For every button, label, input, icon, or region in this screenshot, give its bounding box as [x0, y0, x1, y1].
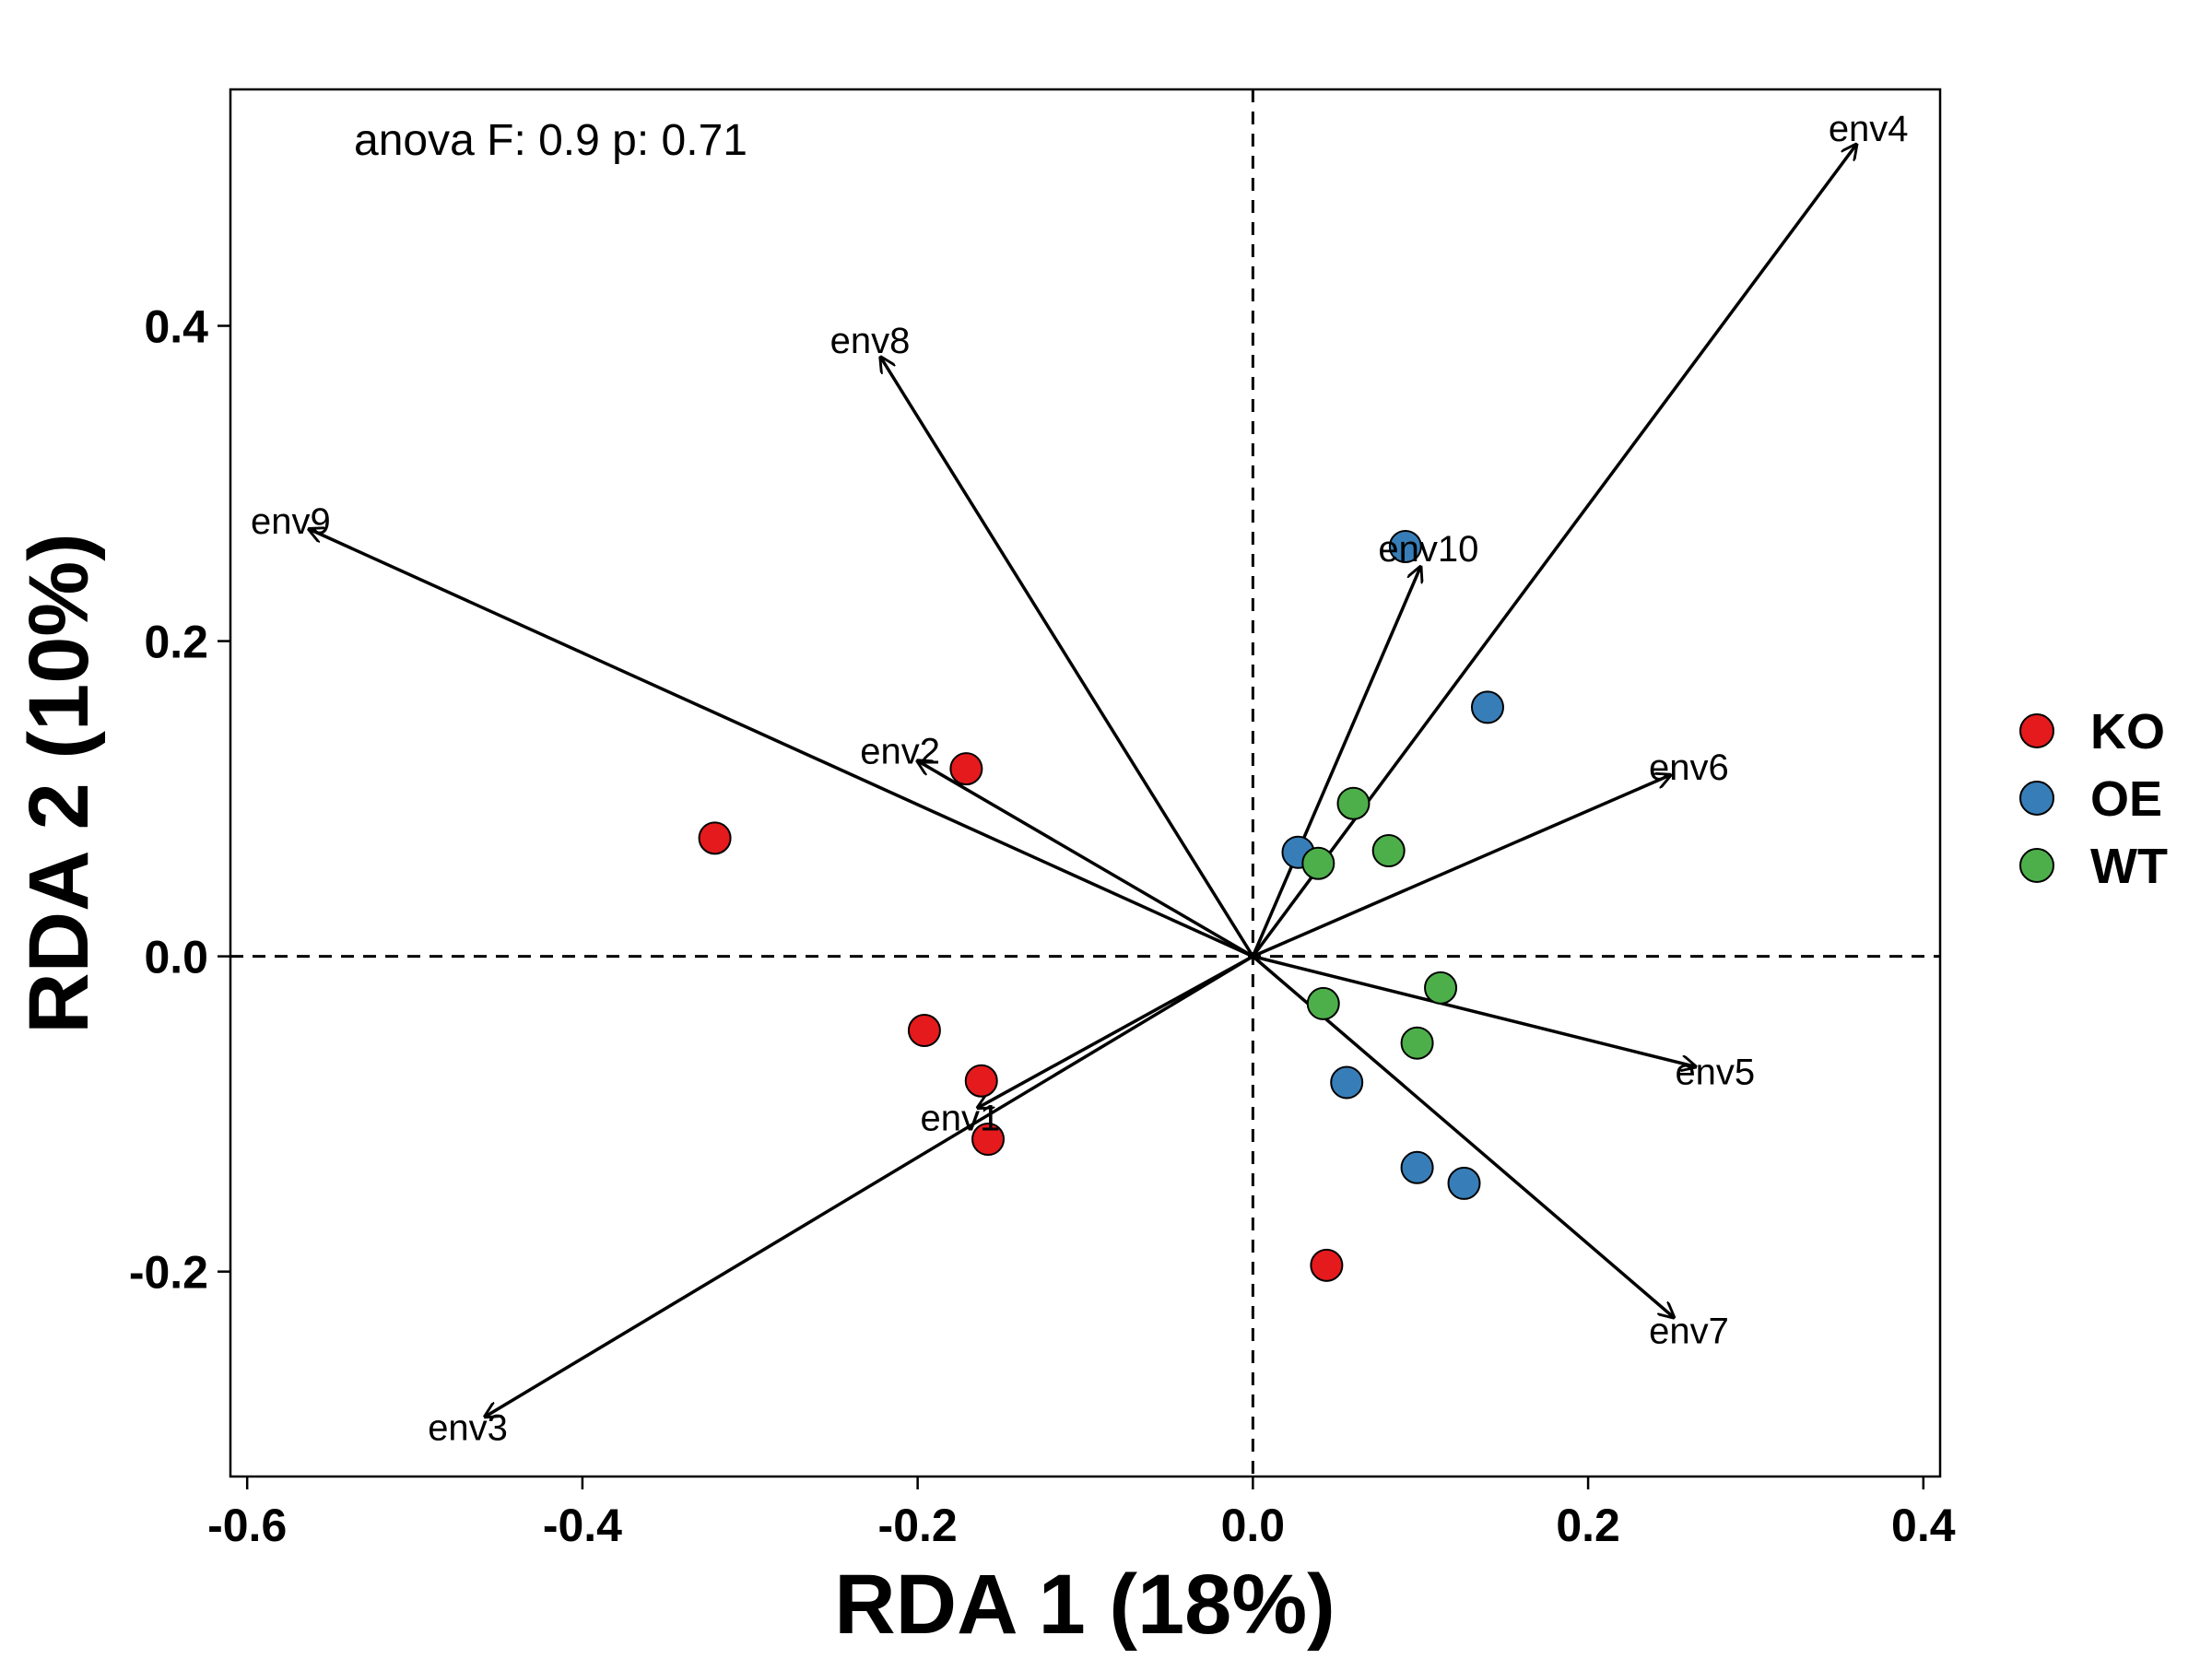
vector-label-env3: env3 — [428, 1407, 508, 1448]
point-ko-4 — [964, 1064, 998, 1098]
reference-lines — [230, 89, 1940, 1477]
point-wt-4 — [1424, 971, 1458, 1005]
y-tick-label: 0.2 — [144, 617, 208, 668]
point-oe-5 — [1400, 1150, 1434, 1184]
y-axis-title: RDA 2 (10%) — [12, 533, 106, 1034]
sample-points — [698, 529, 1504, 1282]
anova-annotation: anova F: 0.9 p: 0.71 — [354, 116, 747, 165]
vector-label-env7: env7 — [1649, 1312, 1729, 1352]
legend-label-oe: OE — [2090, 771, 2162, 827]
point-oe-1 — [1388, 529, 1422, 563]
point-oe-2 — [1470, 690, 1504, 724]
legend-label-ko: KO — [2090, 704, 2165, 759]
point-wt-1 — [1336, 786, 1371, 820]
point-ko-5 — [971, 1123, 1006, 1157]
y-axis: -0.2 0.0 0.2 0.4 — [129, 301, 230, 1299]
x-tick-label: 0.4 — [1891, 1500, 1956, 1551]
legend-key-oe — [2019, 781, 2054, 816]
vector-arrow-env4 — [1251, 145, 1856, 958]
vector-label-env1: env1 — [920, 1098, 1000, 1138]
point-wt-6 — [1400, 1026, 1434, 1060]
point-wt-5 — [1306, 986, 1340, 1020]
x-tick-label: -0.6 — [207, 1500, 287, 1551]
legend: KO OE WT — [2019, 704, 2168, 894]
vector-arrow-env6 — [1252, 775, 1670, 959]
x-axis: -0.6 -0.4 -0.2 0.0 0.2 0.4 — [207, 1477, 1956, 1551]
env-vector-labels: env1 env2 env3 env4 env5 env6 env7 env8 env9 env1… — [251, 109, 1909, 1448]
vector-label-env10: env10 — [1378, 529, 1478, 570]
point-wt-3 — [1301, 846, 1335, 880]
vector-label-env2: env2 — [860, 731, 940, 771]
vector-arrow-env5 — [1252, 954, 1695, 1067]
vector-label-env6: env6 — [1649, 747, 1729, 788]
vector-arrow-env2 — [918, 761, 1254, 959]
y-tick-label: -0.2 — [129, 1247, 208, 1299]
legend-key-ko — [2019, 713, 2054, 748]
vector-arrow-env9 — [309, 529, 1254, 959]
x-tick-label: 0.2 — [1556, 1500, 1620, 1551]
vector-arrow-env1 — [978, 955, 1254, 1108]
x-tick-label: -0.4 — [543, 1500, 622, 1551]
env-vectors — [309, 145, 1856, 1417]
y-tick-label: 0.0 — [144, 932, 208, 983]
point-ko-6 — [1310, 1248, 1344, 1282]
vector-label-env8: env8 — [830, 321, 911, 361]
vector-label-env5: env5 — [1675, 1053, 1755, 1093]
legend-key-wt — [2019, 848, 2054, 883]
vector-arrow-env10 — [1251, 567, 1420, 958]
vector-label-env9: env9 — [251, 501, 331, 542]
point-oe-6 — [1447, 1166, 1481, 1200]
x-tick-label: 0.0 — [1221, 1500, 1286, 1551]
x-axis-title: RDA 1 (18%) — [834, 1558, 1335, 1652]
point-oe-4 — [1330, 1065, 1364, 1100]
y-tick-label: 0.4 — [144, 301, 208, 353]
point-ko-1 — [698, 821, 732, 855]
point-ko-2 — [949, 752, 983, 786]
vector-arrow-env3 — [485, 955, 1254, 1417]
vector-arrow-env8 — [881, 358, 1254, 958]
legend-label-wt: WT — [2090, 839, 2168, 894]
vector-label-env4: env4 — [1829, 109, 1909, 149]
point-ko-3 — [907, 1014, 941, 1048]
x-tick-label: -0.2 — [878, 1500, 958, 1551]
point-wt-2 — [1371, 834, 1406, 868]
